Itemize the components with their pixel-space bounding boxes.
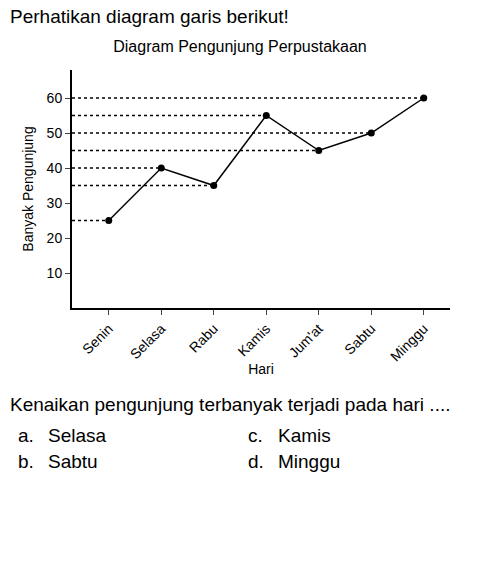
svg-text:50: 50: [47, 125, 63, 141]
svg-text:Minggu: Minggu: [387, 321, 431, 365]
svg-text:Kamis: Kamis: [234, 321, 273, 360]
html-text:a.: a.: [18, 424, 34, 446]
svg-text:60: 60: [47, 90, 63, 106]
html-text:d.: d.: [248, 451, 264, 473]
svg-text:Banyak Pengunjung: Banyak Pengunjung: [20, 126, 36, 251]
html-text:Kamis: Kamis: [278, 424, 331, 446]
svg-text:Sabtu: Sabtu: [341, 321, 378, 358]
svg-text:Rabu: Rabu: [186, 321, 221, 356]
svg-text:30: 30: [47, 195, 63, 211]
svg-text:40: 40: [47, 160, 63, 176]
html-text:Minggu: Minggu: [278, 451, 341, 473]
svg-text:Diagram Pengunjung Perpustakaa: Diagram Pengunjung Perpustakaan: [113, 38, 367, 55]
html-text:Sabtu: Sabtu: [48, 451, 98, 473]
svg-text:10: 10: [47, 265, 63, 281]
svg-text:Selasa: Selasa: [127, 320, 169, 362]
svg-text:Hari: Hari: [248, 361, 274, 377]
html-text:b.: b.: [18, 451, 34, 473]
html-text:Selasa: Selasa: [48, 424, 107, 446]
html-text:Kenaikan pengunjung terbanyak: Kenaikan pengunjung terbanyak terjadi pa…: [10, 394, 451, 415]
svg-text:Senin: Senin: [79, 321, 116, 358]
html-text:Perhatikan diagram garis berik: Perhatikan diagram garis berikut!: [10, 6, 289, 27]
svg-text:Jum'at: Jum'at: [286, 320, 326, 360]
svg-text:20: 20: [47, 230, 63, 246]
html-text:c.: c.: [248, 424, 263, 446]
